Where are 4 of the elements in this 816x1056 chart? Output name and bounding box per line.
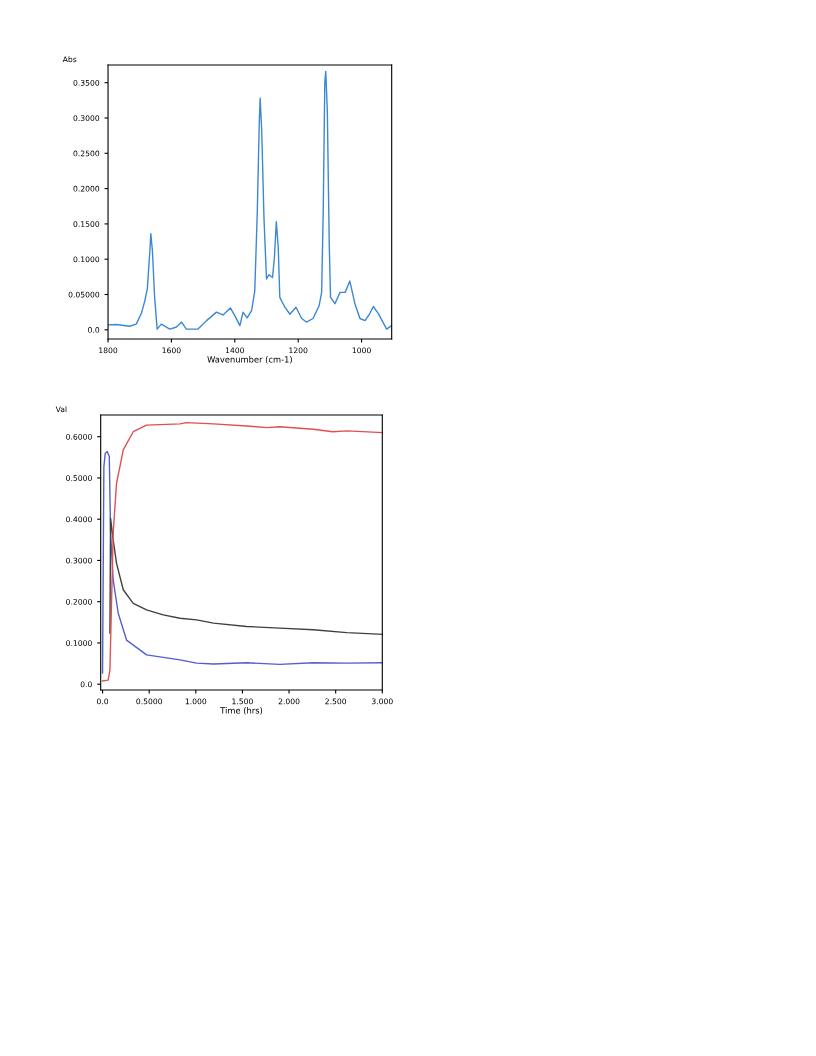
line-series	[108, 70, 392, 330]
x-axis-title: Time (hrs)	[220, 707, 263, 715]
line-series	[109, 517, 383, 635]
x-axis-title: Wavenumber (cm-1)	[207, 356, 292, 364]
